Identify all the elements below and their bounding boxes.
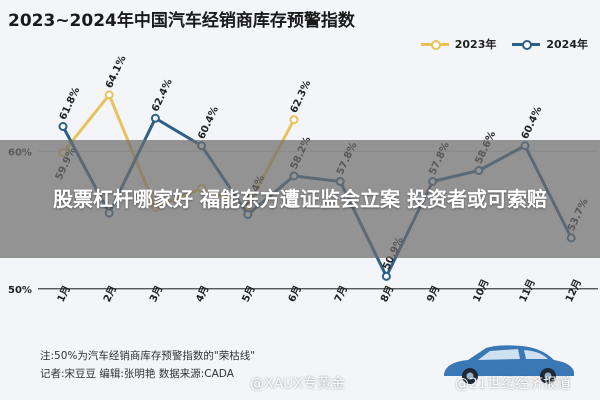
data-label-2024年-4月: 60.4% [196, 105, 221, 141]
x-tick-label-9月: 9月 [424, 284, 442, 304]
legend-label-2023: 2023年 [454, 38, 497, 51]
headline-overlay-banner: 股票杠杆哪家好 福能东方遭证监会立案 投资者或可索赔 [0, 140, 600, 258]
x-tick-label-8月: 8月 [378, 284, 396, 304]
legend-swatch-2024 [512, 39, 541, 50]
data-point-2024年-8月 [381, 271, 391, 281]
data-point-2023年-2月 [104, 90, 114, 100]
data-point-2024年-1月 [58, 122, 68, 131]
x-tick-label-3月: 3月 [147, 284, 165, 304]
y-tick-label-50%: 50% [8, 285, 32, 296]
data-label-2023年-6月: 62.3% [289, 79, 314, 115]
x-tick-label-10月: 10月 [471, 277, 492, 304]
legend-item-2024: 2024年 [512, 36, 588, 52]
x-tick-label-12月: 12月 [563, 277, 584, 304]
x-tick-label-11月: 11月 [517, 277, 538, 304]
data-point-2024年-3月 [150, 113, 160, 123]
x-tick-label-6月: 6月 [286, 284, 304, 304]
x-tick-label-1月: 1月 [55, 284, 73, 304]
x-tick-label-2月: 2月 [101, 284, 119, 304]
legend: 2023年 2024年 [420, 36, 588, 52]
x-tick-label-5月: 5月 [240, 284, 258, 304]
legend-item-2023: 2023年 [420, 36, 497, 52]
data-label-2024年-3月: 62.4% [150, 77, 175, 113]
watermark-right: @21世纪经济报道 [455, 376, 571, 392]
watermark-left: @XAUX专黄金 [250, 376, 346, 392]
footnote-credits: 记者:宋豆豆 编辑:张明艳 数据来源:CADA [40, 368, 234, 380]
legend-swatch-2023 [420, 39, 449, 50]
footnotes: 注:50%为汽车经销商库存预警指数的"荣枯线" 记者:宋豆豆 编辑:张明艳 数据… [40, 347, 255, 383]
footnote-threshold: 注:50%为汽车经销商库存预警指数的"荣枯线" [40, 350, 256, 362]
data-label-2024年-1月: 61.8% [58, 86, 83, 122]
x-tick-label-7月: 7月 [332, 284, 350, 304]
car-icon [444, 345, 574, 384]
headline-overlay-text: 股票杠杆哪家好 福能东方遭证监会立案 投资者或可索赔 [53, 187, 547, 211]
legend-label-2024: 2024年 [546, 38, 588, 51]
x-tick-label-4月: 4月 [193, 284, 211, 304]
data-label-2024年-11月: 60.4% [520, 105, 545, 141]
chart-title: 2023~2024年中国汽车经销商库存预警指数 [8, 11, 355, 31]
data-point-2023年-6月 [289, 115, 299, 125]
data-label-2023年-2月: 64.1% [104, 54, 129, 90]
